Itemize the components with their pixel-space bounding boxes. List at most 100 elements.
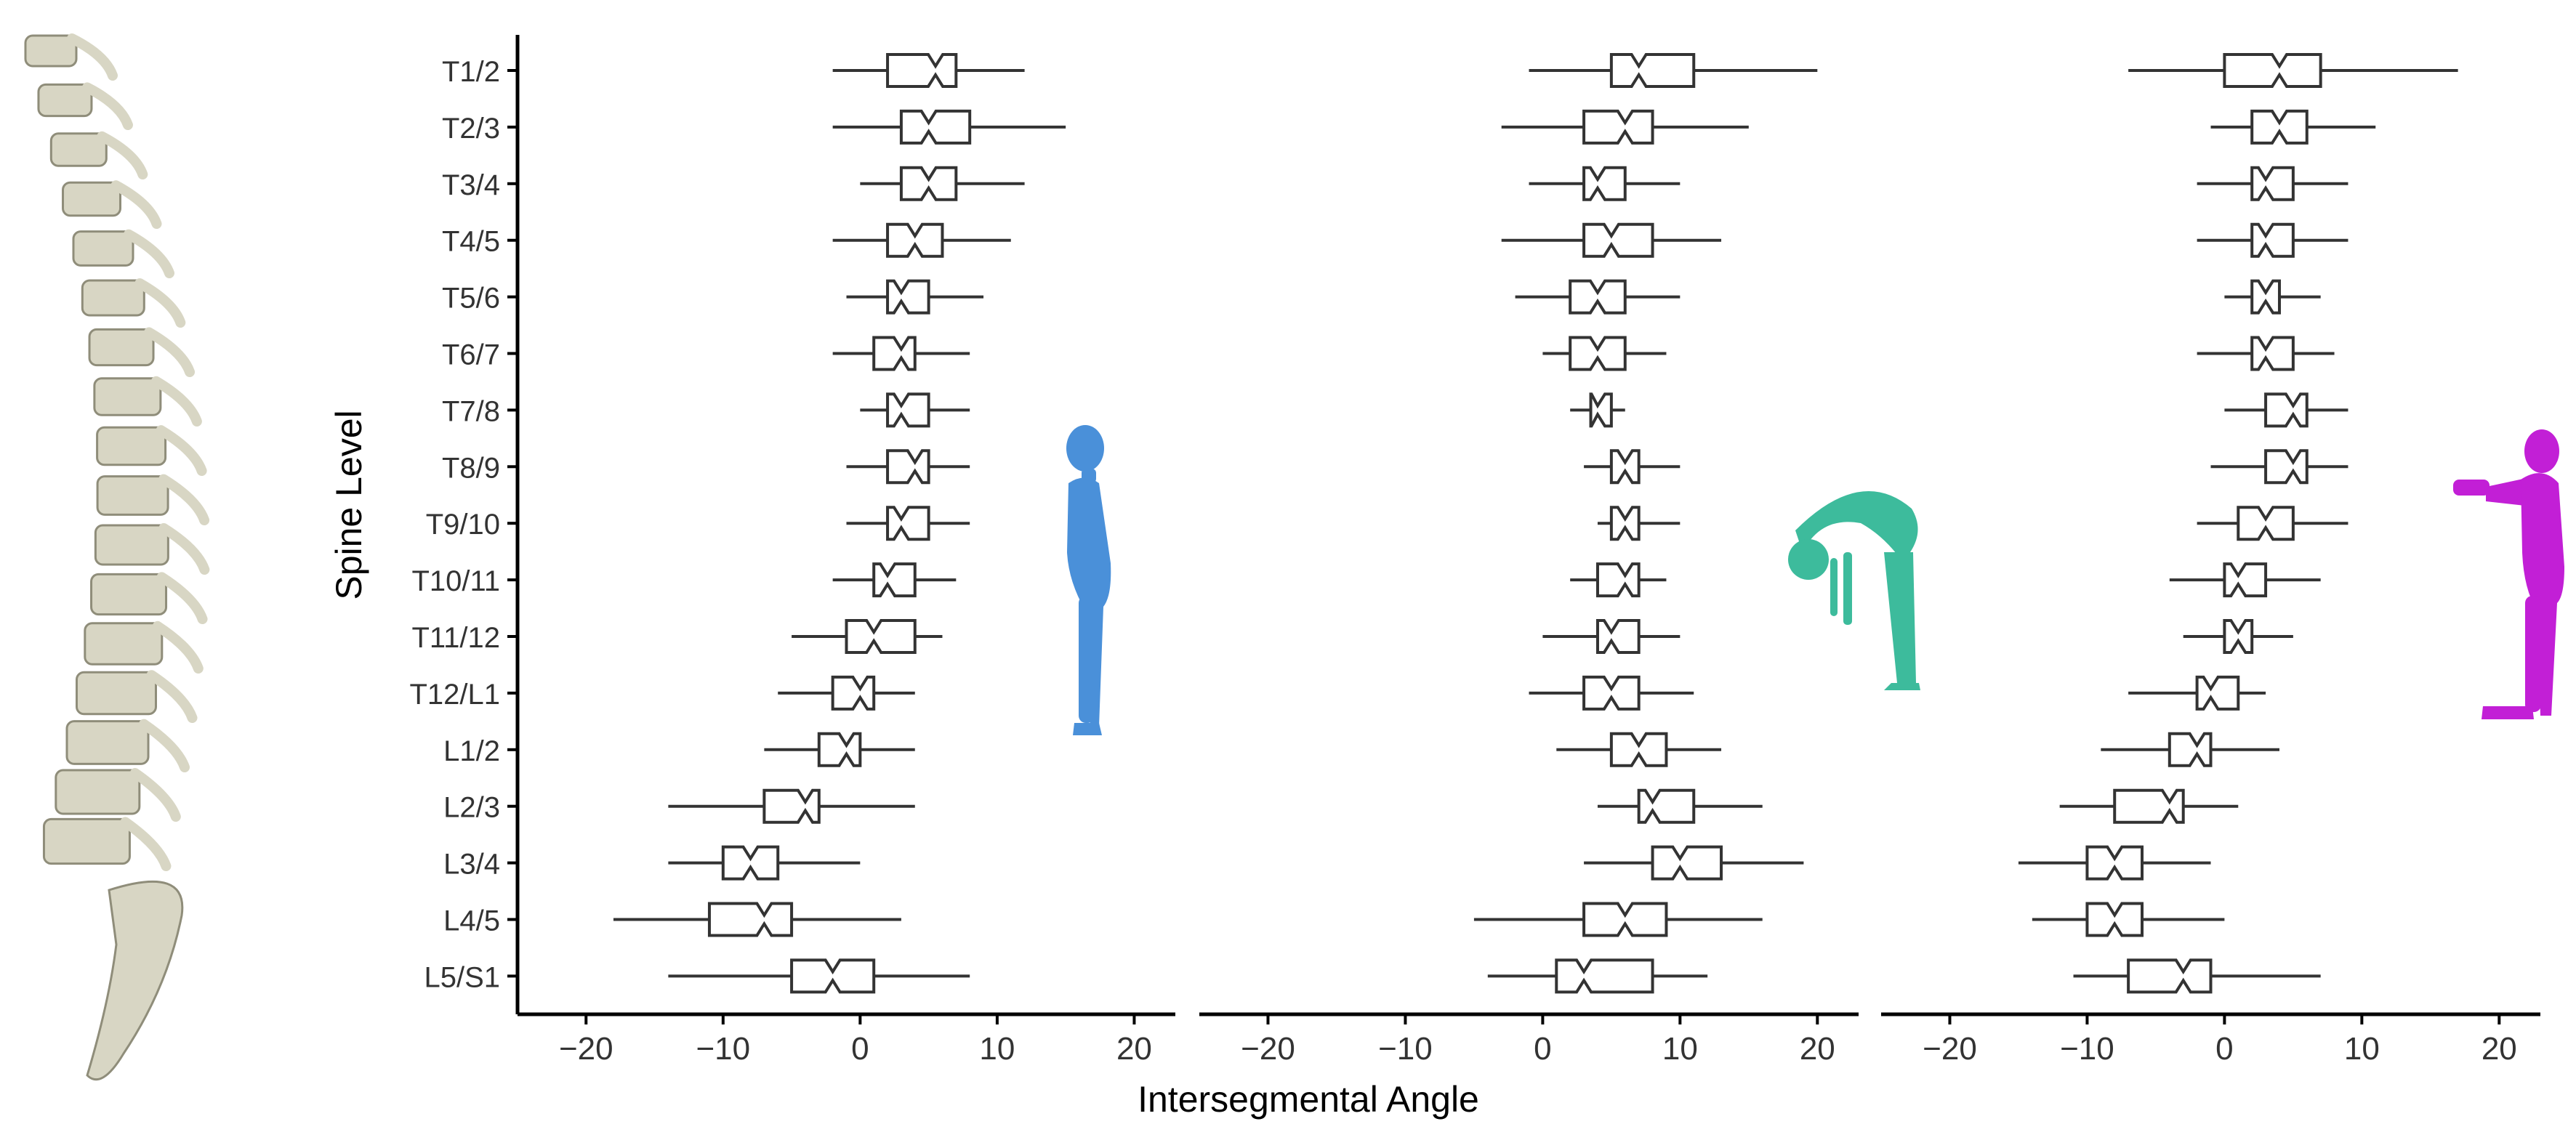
box-T8/9 (1584, 449, 1681, 485)
notched-box (1569, 279, 1627, 315)
x-tick-label: 0 (1534, 1031, 1551, 1067)
vertebra-shape (72, 230, 134, 267)
vertebra-shape (94, 524, 169, 566)
vertebra-shape (24, 34, 78, 68)
notched-box (2250, 279, 2281, 315)
sacrum-shape (86, 880, 184, 1081)
box-T10/11 (832, 562, 957, 598)
x-tick-label: 10 (2344, 1031, 2380, 1067)
box-T3/4 (1529, 166, 1681, 201)
y-tick-label: L4/5 (443, 905, 500, 937)
box-L3/4 (2018, 845, 2211, 881)
box-T1/2 (1529, 53, 1818, 88)
box-L1/2 (2101, 732, 2279, 767)
box-L2/3 (1597, 788, 1763, 824)
box-T9/10 (846, 506, 970, 541)
vertebra-process (129, 768, 181, 822)
notched-box (886, 392, 930, 428)
box-T8/9 (2210, 449, 2348, 485)
box-T11/12 (1542, 619, 1681, 654)
box-T3/4 (860, 166, 1025, 201)
y-tick-label: L2/3 (443, 792, 500, 824)
notched-box (845, 619, 917, 654)
notched-box (2085, 845, 2144, 881)
notched-box (2264, 449, 2309, 485)
vertebra-process (97, 131, 148, 179)
arms-extended-figure-icon (2453, 429, 2564, 719)
notched-box (2195, 675, 2240, 711)
panels: −20 −10 0 10 20 −20 −10 0 10 20 −20 −10 0 10 20 T1/2 T2/… (409, 35, 2540, 1067)
notched-box (1582, 222, 1654, 258)
notched-box (1609, 53, 1696, 88)
x-tick-label: −10 (2060, 1031, 2114, 1067)
y-tick-label: T2/3 (442, 113, 500, 145)
box-T2/3 (832, 109, 1066, 145)
box-L1/2 (764, 732, 915, 767)
x-tick-label: 0 (2215, 1031, 2233, 1067)
x-tick-label: −20 (1923, 1031, 1977, 1067)
panel-2: −20 −10 0 10 20 (1199, 53, 1859, 1067)
x-tick-label: −20 (559, 1031, 613, 1067)
box-T2/3 (2210, 109, 2376, 145)
vertebra-shape (88, 328, 155, 367)
vertebra-process (146, 670, 198, 723)
box-T6/7 (832, 336, 970, 371)
x-tick-label: 0 (851, 1031, 869, 1067)
notched-box (2127, 958, 2213, 994)
notched-box (1582, 109, 1654, 145)
notched-box (2250, 336, 2295, 371)
y-tick-label: T11/12 (411, 622, 500, 654)
vertebra-shape (62, 181, 122, 217)
y-tick-label: T12/L1 (409, 679, 500, 711)
y-tick-label: L3/4 (443, 849, 500, 881)
notched-box (721, 845, 780, 881)
box-T7/8 (2224, 392, 2348, 428)
box-T6/7 (2197, 336, 2335, 371)
y-tick-label: L5/S1 (424, 961, 500, 993)
vertebra-process (134, 278, 186, 328)
box-T7/8 (1570, 392, 1625, 428)
notched-box (2113, 788, 2185, 824)
vertebra-process (158, 523, 210, 575)
notched-box (1582, 166, 1627, 201)
x-tick-label: 10 (1662, 1031, 1698, 1067)
box-T9/10 (1597, 506, 1681, 541)
box-L5/S1 (1487, 958, 1708, 994)
y-tick-label: T5/6 (442, 283, 500, 315)
notched-box (2237, 506, 2295, 541)
box-T9/10 (2197, 506, 2348, 541)
notched-box (886, 53, 958, 88)
notched-box (1582, 675, 1641, 711)
notched-box (2264, 392, 2309, 428)
notched-box (872, 562, 917, 598)
x-axis-title: Intersegmental Angle (1138, 1079, 1479, 1120)
box-T7/8 (860, 392, 970, 428)
box-T10/11 (1570, 562, 1667, 598)
notched-box (790, 958, 876, 994)
vertebra-shape (93, 377, 162, 416)
vertebra-process (150, 376, 202, 426)
box-T8/9 (846, 449, 970, 485)
box-T5/6 (1515, 279, 1681, 315)
box-T4/5 (832, 222, 1011, 258)
notched-box (1582, 902, 1668, 937)
notched-box (886, 506, 930, 541)
notched-box (707, 902, 794, 937)
vertebra-process (81, 82, 133, 130)
box-L1/2 (1556, 732, 1722, 767)
standing-figure-icon (1066, 425, 1111, 735)
notched-box (886, 222, 944, 258)
notched-box (1595, 562, 1641, 598)
notched-box (2250, 222, 2295, 258)
notched-box (2085, 902, 2144, 937)
notched-box (2250, 166, 2295, 201)
vertebra-process (144, 327, 196, 377)
notched-box (1555, 958, 1654, 994)
box-T4/5 (1501, 222, 1722, 258)
vertebra-shape (81, 279, 145, 317)
spine-illustration-icon (24, 33, 210, 1081)
box-T3/4 (2197, 166, 2348, 201)
vertebra-shape (42, 817, 131, 865)
box-T12/L1 (2128, 675, 2266, 711)
